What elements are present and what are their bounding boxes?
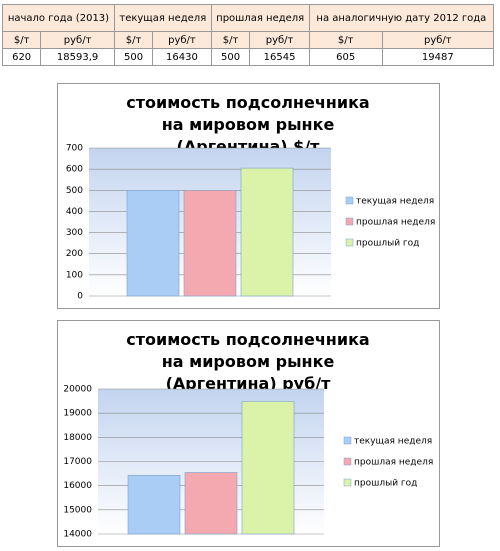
value-cell: 605 (308, 48, 383, 66)
chart-svg: 0 100 200 300 400 500 600 700 текущая неделя прош… (66, 144, 435, 302)
y-tick-label: 16000 (63, 481, 92, 491)
y-tick-label: 300 (66, 228, 83, 238)
legend-label: прошлая неделя (354, 458, 433, 468)
unit-cell: руб/т (381, 31, 495, 49)
bar (240, 167, 294, 297)
chart: стоимость подсолнечника на мировом рынке… (57, 320, 440, 547)
bar (127, 474, 181, 535)
unit-cell: $/т (308, 31, 383, 49)
legend-label: текущая неделя (356, 197, 434, 207)
legend-label: текущая неделя (354, 437, 432, 447)
value-cell: 19487 (381, 48, 495, 66)
legend-swatch (343, 436, 352, 445)
bar (241, 401, 295, 535)
header-cell: текущая неделя (113, 4, 212, 32)
header-cell: на аналогичную дату 2012 года (308, 4, 495, 32)
price-table: начало года (2013) текущая неделя прошлая … (1, 4, 495, 66)
legend-swatch (345, 196, 354, 205)
value-cell: 16545 (249, 48, 310, 66)
unit-cell: $/т (113, 31, 154, 49)
y-tick-label: 15000 (63, 505, 92, 515)
unit-cell: руб/т (249, 31, 310, 49)
y-tick-label: 14000 (63, 530, 92, 540)
y-tick-label: 200 (66, 249, 83, 259)
bar (184, 472, 238, 535)
y-tick-label: 18000 (63, 433, 92, 443)
chart: стоимость подсолнечника на мировом рынке… (57, 83, 440, 309)
legend-label: прошлый год (356, 239, 419, 249)
chart-title: стоимость подсолнечника на мировом рынке… (126, 330, 370, 393)
legend-swatch (345, 217, 354, 226)
y-tick-label: 19000 (63, 409, 92, 419)
y-tick-label: 17000 (63, 457, 92, 467)
value-cell: 500 (210, 48, 251, 66)
y-tick-label: 500 (66, 186, 83, 196)
value-cell: 500 (113, 48, 154, 66)
unit-cell: руб/т (40, 31, 115, 49)
bar (183, 189, 237, 297)
y-tick-label: 400 (66, 207, 83, 217)
legend-label: прошлая неделя (356, 218, 435, 228)
legend-swatch (343, 457, 352, 466)
header-row: начало года (2013) текущая неделя прошлая … (2, 4, 495, 32)
legend-label: прошлый год (354, 479, 417, 489)
legend-swatch (345, 238, 354, 247)
bar (126, 189, 180, 297)
legend-swatch (343, 478, 352, 487)
y-tick-label: 700 (66, 144, 83, 154)
unit-cell: $/т (1, 31, 42, 49)
y-tick-label: 20000 (63, 385, 92, 395)
values-row: 620 18593,9 500 16430 500 16545 605 19487 (1, 48, 495, 66)
y-tick-label: 600 (66, 165, 83, 175)
header-cell: прошлая неделя (210, 4, 310, 32)
header-cell: начало года (2013) (2, 4, 115, 32)
unit-cell: руб/т (152, 31, 212, 49)
y-tick-label: 100 (66, 270, 83, 280)
value-cell: 18593,9 (40, 48, 115, 66)
units-row: $/т руб/т $/т руб/т $/т руб/т $/т руб/т (1, 31, 495, 49)
y-tick-label: 0 (77, 292, 83, 302)
chart-svg: 14000 15000 16000 17000 18000 19000 20000 текущ… (63, 385, 433, 540)
value-cell: 620 (1, 48, 42, 66)
unit-cell: $/т (210, 31, 251, 49)
value-cell: 16430 (152, 48, 212, 66)
